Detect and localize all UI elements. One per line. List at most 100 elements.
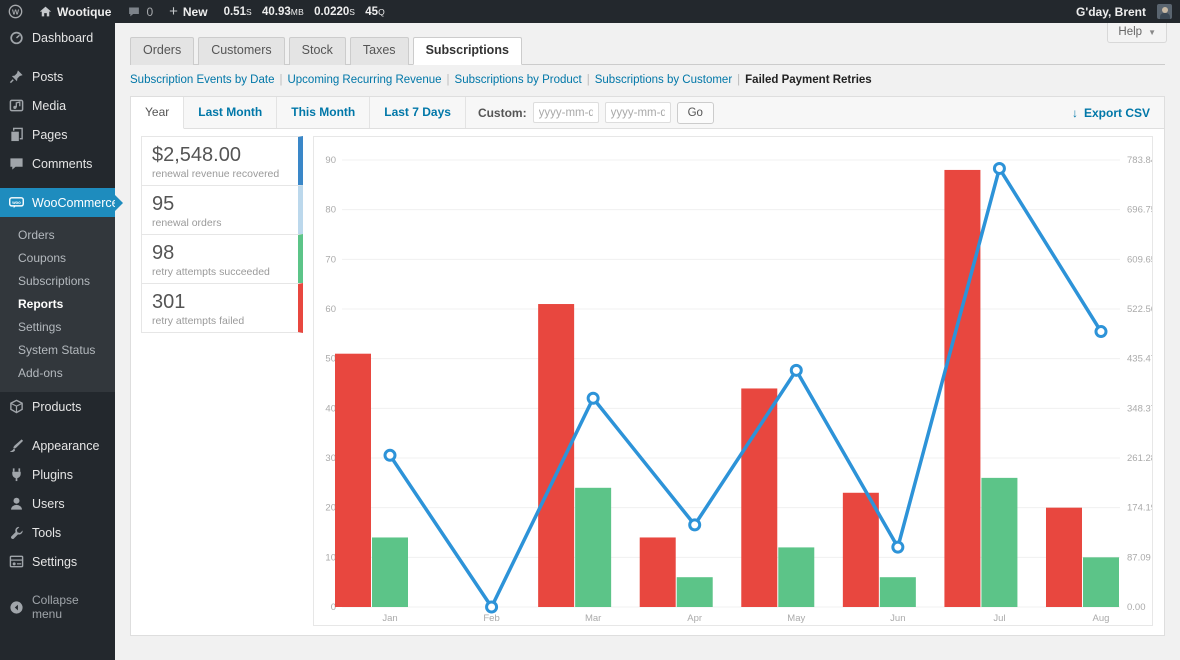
svg-text:0: 0 (331, 602, 336, 613)
sidebar-item-label: WooCommerce (32, 195, 119, 210)
submenu-item-subscriptions[interactable]: Subscriptions (18, 273, 91, 288)
sidebar-item-tools[interactable]: Tools (0, 518, 115, 547)
chart-legend-column: $2,548.00 renewal revenue recovered 95 rene… (141, 136, 303, 626)
admin-bar: W Wootique 0 + New 0.51S 40.93MB 0.0220S 45… (0, 0, 1180, 23)
tab-orders[interactable]: Orders (130, 37, 195, 65)
comments-bubble[interactable]: 0 (119, 0, 161, 23)
stat-value: 98 (152, 242, 175, 264)
greeting-text: G'day, Brent (1076, 4, 1146, 19)
svg-text:90: 90 (325, 155, 336, 166)
chevron-down-icon: ▼ (1148, 27, 1156, 37)
svg-text:Apr: Apr (687, 613, 702, 624)
sidebar-item-dashboard[interactable]: Dashboard (0, 23, 115, 52)
svg-text:20: 20 (325, 503, 336, 514)
submenu-item-orders[interactable]: Orders (18, 227, 55, 242)
export-csv-label: Export CSV (1083, 105, 1150, 120)
separator: | (446, 74, 450, 86)
subnav-current: Failed Payment Retries (745, 74, 872, 86)
stat-label: renewal revenue recovered (152, 168, 280, 180)
appearance-icon (9, 438, 24, 453)
report-tabs: Orders Customers Stock Taxes Subscriptions (130, 37, 1165, 65)
sidebar-item-products[interactable]: Products (0, 392, 115, 421)
sidebar-item-collapse[interactable]: Collapse menu (0, 586, 115, 628)
sidebar-item-label: Comments (32, 156, 93, 171)
legend-stat[interactable]: 98 retry attempts succeeded (141, 234, 303, 284)
svg-text:Jun: Jun (890, 613, 905, 624)
new-menu[interactable]: + New (161, 0, 215, 23)
report-panel: Year Last Month This Month Last 7 Days Cust… (130, 96, 1165, 636)
subnav-link[interactable]: Subscription Events by Date (130, 74, 275, 86)
legend-stat[interactable]: $2,548.00 renewal revenue recovered (141, 136, 303, 186)
help-button[interactable]: Help ▼ (1107, 23, 1167, 43)
tools-icon (9, 525, 24, 540)
submenu-item-settings[interactable]: Settings (18, 319, 62, 334)
svg-text:Mar: Mar (585, 613, 601, 624)
sidebar-item-comments[interactable]: Comments (0, 149, 115, 178)
woocommerce-icon: woo (9, 195, 24, 210)
svg-text:261.28: 261.28 (1127, 453, 1152, 464)
tab-subscriptions[interactable]: Subscriptions (412, 37, 522, 65)
woocommerce-submenu: Orders Coupons Subscriptions Reports Setting… (0, 217, 115, 392)
submenu-item-coupons[interactable]: Coupons (18, 250, 67, 265)
svg-text:50: 50 (325, 354, 336, 365)
query-monitor-stats[interactable]: 0.51S 40.93MB 0.0220S 45Q (216, 6, 393, 18)
start-date-input[interactable] (532, 102, 599, 123)
svg-text:30: 30 (325, 453, 336, 464)
site-name: Wootique (57, 4, 112, 19)
wordpress-logo-icon[interactable]: W (0, 0, 31, 23)
comment-icon (127, 5, 141, 18)
users-icon (9, 496, 24, 511)
stat-label: retry attempts succeeded (152, 266, 270, 278)
qm-stat: 0.0220S (314, 5, 356, 18)
svg-text:696.75: 696.75 (1127, 205, 1152, 216)
site-menu[interactable]: Wootique (31, 0, 119, 23)
tab-customers[interactable]: Customers (198, 37, 285, 65)
sidebar-item-pages[interactable]: Pages (0, 120, 115, 149)
submenu-item-system-status[interactable]: System Status (18, 342, 96, 357)
sidebar-item-appearance[interactable]: Appearance (0, 431, 115, 460)
sidebar-item-plugins[interactable]: Plugins (0, 460, 115, 489)
svg-text:Aug: Aug (1093, 613, 1110, 624)
subnav-link[interactable]: Upcoming Recurring Revenue (287, 74, 442, 86)
dashboard-icon (9, 30, 24, 45)
submenu-item-add-ons[interactable]: Add-ons (18, 365, 63, 380)
sidebar-item-users[interactable]: Users (0, 489, 115, 518)
sidebar-item-settings[interactable]: Settings (0, 547, 115, 576)
sidebar-item-label: Posts (32, 69, 64, 84)
sidebar-item-woocommerce[interactable]: woo WooCommerce (0, 188, 123, 217)
svg-text:80: 80 (325, 205, 336, 216)
pages-icon (9, 127, 24, 142)
subnav-link[interactable]: Subscriptions by Customer (594, 74, 733, 86)
sidebar-item-media[interactable]: Media (0, 91, 115, 120)
end-date-input[interactable] (604, 102, 671, 123)
svg-text:783.84: 783.84 (1127, 155, 1152, 166)
pin-icon (9, 69, 24, 84)
separator: | (737, 74, 741, 86)
export-csv-link[interactable]: ↓ Export CSV (1058, 97, 1164, 128)
avatar (1157, 4, 1172, 19)
stat-label: retry attempts failed (152, 315, 245, 327)
legend-stat[interactable]: 95 renewal orders (141, 185, 303, 235)
tab-stock[interactable]: Stock (288, 37, 346, 65)
svg-text:woo: woo (11, 200, 21, 205)
legend-stat[interactable]: 301 retry attempts failed (141, 283, 303, 333)
qm-stat: 0.51S (223, 5, 252, 18)
range-tab-last-7-days[interactable]: Last 7 Days (370, 97, 466, 128)
range-tab-year[interactable]: Year (131, 97, 185, 129)
sidebar-item-posts[interactable]: Posts (0, 62, 115, 91)
stat-value: $2,548.00 (152, 144, 241, 166)
go-button[interactable]: Go (676, 101, 714, 124)
tab-taxes[interactable]: Taxes (349, 37, 409, 65)
comments-count: 0 (146, 4, 154, 19)
subnav-link[interactable]: Subscriptions by Product (454, 74, 582, 86)
range-tab-last-month[interactable]: Last Month (184, 97, 278, 128)
sidebar-item-label: Collapse menu (32, 593, 79, 621)
submenu-item-reports[interactable]: Reports (18, 296, 64, 311)
date-range-bar: Year Last Month This Month Last 7 Days Cust… (131, 97, 1164, 129)
svg-text:Jan: Jan (382, 613, 397, 624)
qm-stat: 40.93MB (261, 5, 305, 18)
custom-range-form: Custom: Go (466, 97, 726, 128)
svg-text:522.56: 522.56 (1127, 304, 1152, 315)
account-menu[interactable]: G'day, Brent (1068, 0, 1180, 23)
range-tab-this-month[interactable]: This Month (277, 97, 371, 128)
